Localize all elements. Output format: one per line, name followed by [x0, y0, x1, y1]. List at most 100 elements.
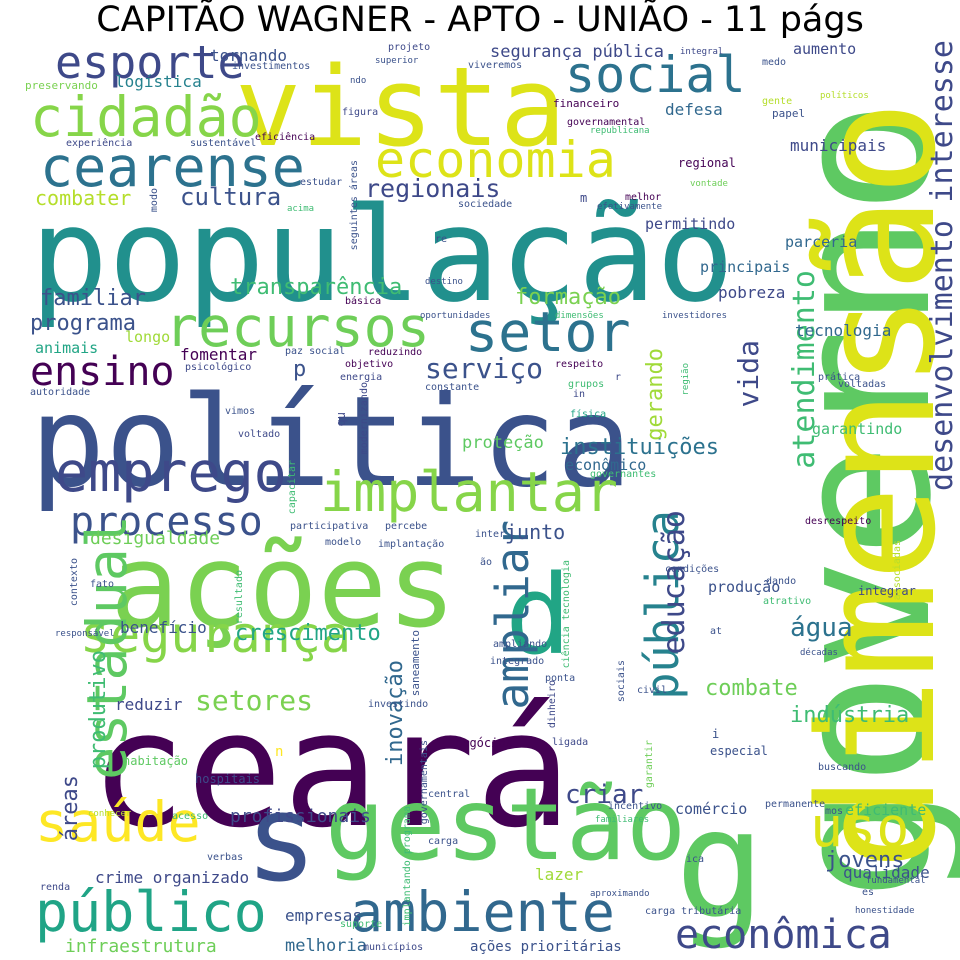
cloud-word: defesa — [665, 100, 723, 119]
cloud-word: parceria — [785, 233, 858, 251]
cloud-word: ampliar — [486, 520, 539, 710]
chart-title: CAPITÃO WAGNER - APTO - UNIÃO - 11 págs — [96, 0, 864, 40]
cloud-word: acesso — [172, 811, 209, 822]
cloud-word: investimentos — [232, 61, 311, 72]
cloud-word: constante — [425, 382, 480, 393]
cloud-word: formação — [515, 285, 621, 310]
cloud-word: proteção — [462, 433, 544, 453]
cloud-word: modelo — [325, 537, 362, 548]
cloud-word: qu — [334, 412, 348, 427]
cloud-word: garantindo — [812, 420, 903, 438]
cloud-word: re — [435, 234, 448, 245]
cloud-word: preservando — [25, 79, 98, 92]
cloud-word: combater — [35, 186, 132, 210]
cloud-word: condições — [665, 564, 720, 575]
cloud-word: m — [580, 191, 588, 205]
cloud-word: republicana — [590, 126, 650, 136]
cloud-word: n — [275, 744, 284, 760]
cloud-word: implantar — [320, 460, 619, 524]
cloud-word: reduzindo — [368, 347, 423, 358]
cloud-word: cidadão — [30, 85, 262, 149]
cloud-word: integral — [680, 47, 724, 57]
cloud-word: gerando — [643, 348, 668, 441]
cloud-word: at — [710, 626, 723, 637]
cloud-word: voltado — [238, 429, 281, 440]
cloud-word: educação — [657, 510, 692, 655]
cloud-word: dando — [766, 576, 797, 587]
cloud-word: serviço — [425, 352, 544, 385]
cloud-word: longo — [125, 328, 171, 346]
cloud-word: investindo — [368, 699, 429, 710]
cloud-word: permitindo — [645, 215, 736, 233]
cloud-word: municípios — [363, 942, 424, 953]
cloud-word: setores — [195, 684, 314, 717]
cloud-word: regionais — [365, 174, 501, 203]
cloud-word: s — [245, 770, 318, 909]
cloud-word: percebe — [385, 521, 428, 532]
cloud-word: profissionais — [230, 806, 371, 827]
cloud-word: público — [35, 880, 267, 944]
cloud-word: renda — [40, 882, 71, 893]
cloud-word: sociais — [616, 660, 627, 703]
cloud-word: mos — [825, 806, 844, 817]
cloud-word: ligada — [552, 737, 589, 748]
cloud-word: conhecer — [88, 809, 132, 819]
cloud-word: gestão — [325, 766, 687, 883]
cloud-word: carga — [428, 836, 459, 847]
cloud-word: indústria — [790, 703, 910, 728]
cloud-word: física — [570, 409, 607, 420]
cloud-word: prática — [818, 372, 861, 383]
cloud-word: água — [790, 613, 853, 643]
cloud-word: tecnologia — [795, 321, 892, 340]
cloud-word: negócios — [455, 736, 513, 750]
cloud-word: cearense — [40, 135, 305, 199]
cloud-word: ndo — [350, 76, 367, 86]
cloud-word: vimos — [225, 406, 256, 417]
cloud-word: contexto — [69, 558, 80, 607]
cloud-word: transparência — [230, 275, 403, 300]
cloud-word: capacitar — [287, 460, 298, 515]
cloud-word: autoridade — [30, 387, 91, 398]
cloud-word: aumento — [793, 40, 857, 58]
cloud-word: objetivo — [345, 359, 394, 370]
cloud-word: dimensões — [555, 311, 604, 321]
cloud-word: fato — [90, 579, 115, 590]
cloud-word: regional — [678, 156, 736, 170]
cloud-word: destino — [425, 277, 463, 287]
cloud-word: lazer — [535, 865, 584, 884]
cloud-word: melhoria — [285, 936, 367, 956]
cloud-word: i — [712, 727, 720, 741]
cloud-word: fundamental — [866, 876, 926, 886]
cloud-word: integrar — [858, 584, 916, 598]
cloud-word: produção — [708, 578, 781, 596]
cloud-word: governamental — [567, 117, 646, 128]
cloud-word: saneamento — [409, 630, 422, 697]
cloud-word: p — [293, 357, 307, 382]
cloud-word: ambiente — [350, 880, 615, 944]
cloud-word: especial — [710, 744, 768, 758]
cloud-word: implantando programa — [402, 806, 413, 927]
cloud-word: vista — [235, 43, 567, 171]
cloud-word: associadas — [892, 540, 903, 601]
cloud-word: central — [428, 789, 471, 800]
cloud-word: emprego — [55, 440, 287, 504]
cloud-word: principais — [700, 258, 791, 276]
cloud-word: infraestrutura — [65, 936, 217, 957]
cloud-word: décadas — [800, 648, 838, 658]
cloud-word: fomentar — [180, 345, 258, 364]
cloud-word: eficiente — [845, 801, 927, 819]
cloud-word: projeto — [388, 42, 431, 53]
cloud-word: investidores — [662, 311, 728, 321]
cloud-word: efetivamente — [597, 202, 663, 212]
cloud-word: ciência tecnologia — [561, 560, 572, 669]
cloud-word: g — [675, 778, 766, 952]
cloud-word: figura — [342, 107, 379, 118]
cloud-word: seguintes áreas — [349, 160, 360, 251]
cloud-word: suporte — [340, 919, 383, 930]
cloud-word: honestidade — [855, 906, 915, 916]
cloud-word: gente — [762, 96, 793, 107]
cloud-word: política — [30, 370, 633, 515]
cloud-word: acima — [287, 204, 315, 214]
cloud-word: ceará — [90, 676, 572, 863]
cloud-word: social — [565, 46, 746, 104]
